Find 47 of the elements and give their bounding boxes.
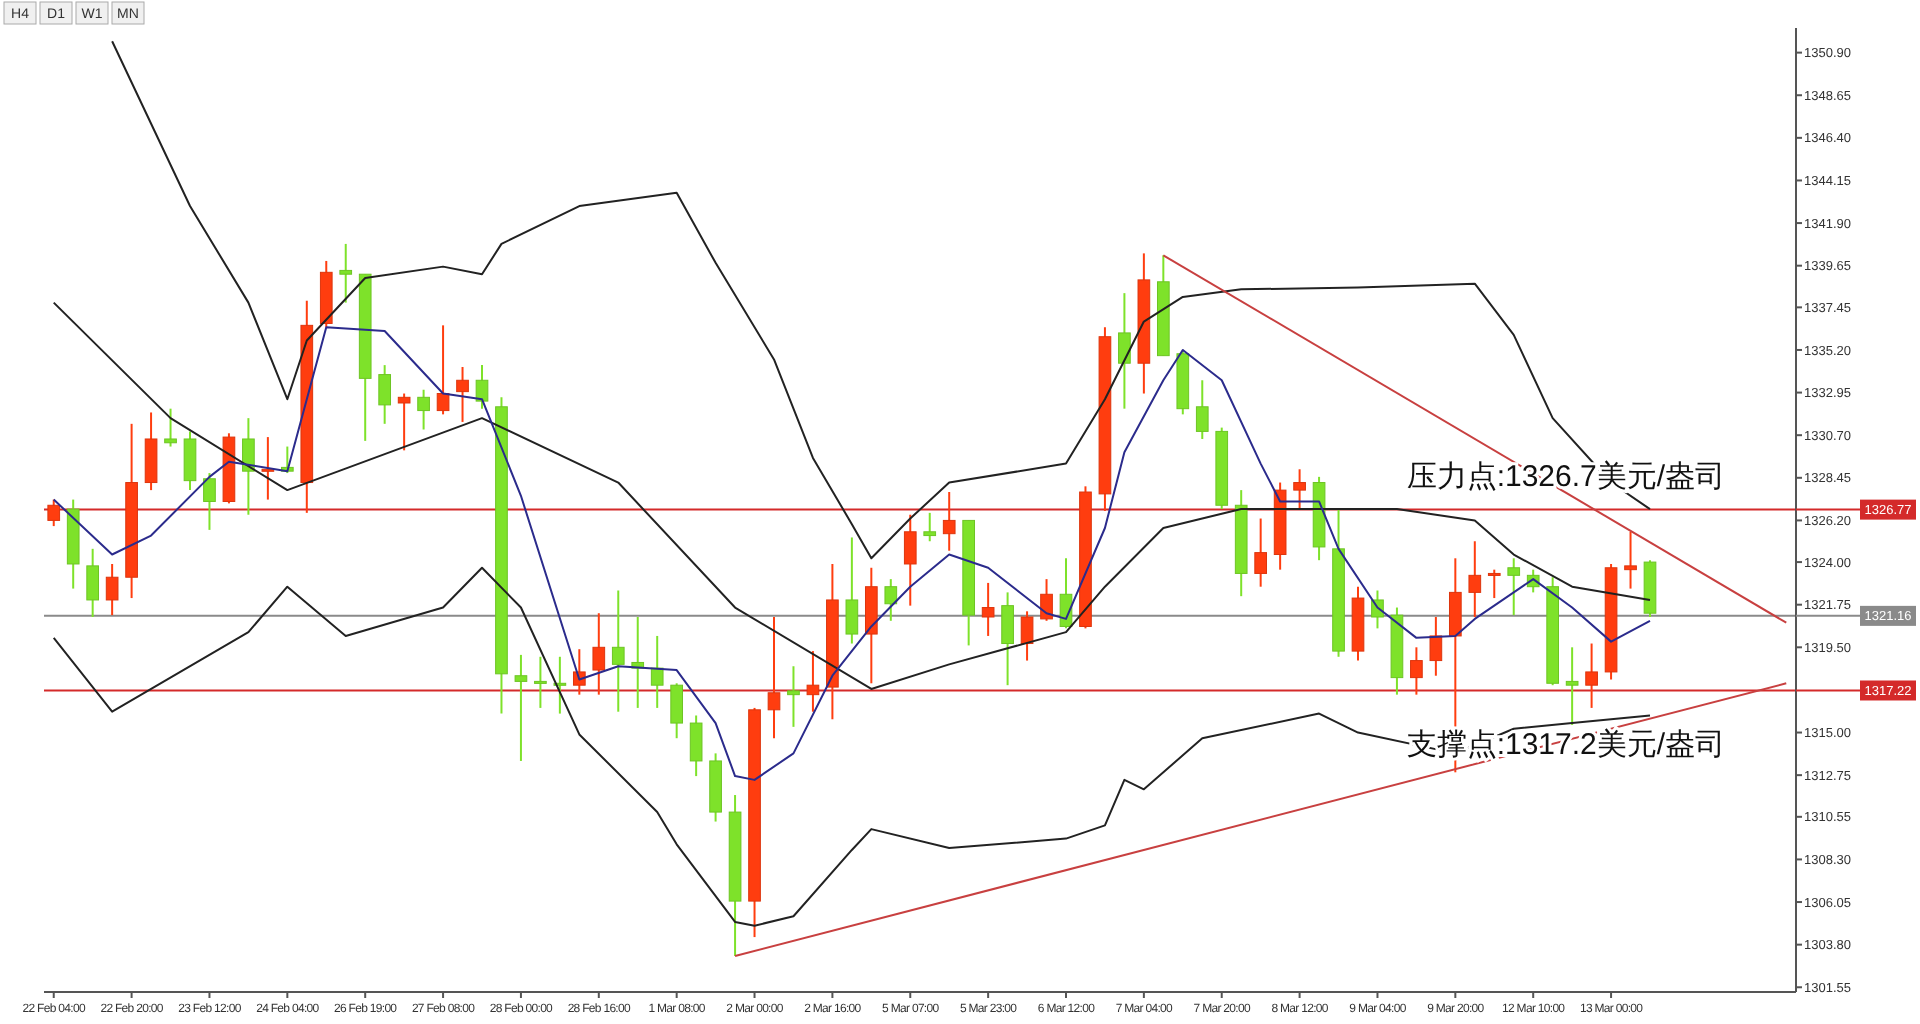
candlestick — [144, 411, 158, 492]
candlestick — [339, 242, 353, 304]
candlestick — [884, 578, 898, 622]
candlestick — [787, 665, 800, 728]
candlestick — [436, 324, 450, 416]
candlestick — [1410, 646, 1423, 696]
candlestick — [689, 714, 703, 778]
candlestick — [417, 388, 430, 431]
candlestick — [1585, 642, 1598, 709]
candlestick — [806, 650, 820, 713]
candlestick — [903, 513, 917, 607]
candlestick — [845, 536, 859, 645]
candlestick — [105, 562, 119, 617]
candlestick — [47, 498, 61, 528]
candlestick — [1040, 578, 1053, 622]
candlestick — [1624, 530, 1637, 590]
candlestick — [1565, 646, 1579, 726]
candlestick — [1293, 468, 1306, 511]
candlestick — [670, 682, 684, 740]
candlestick — [397, 392, 411, 452]
candlestick — [650, 634, 664, 709]
candlestick — [164, 407, 177, 448]
candlestick — [1001, 591, 1014, 687]
candlestick — [611, 589, 625, 713]
candlestick — [1118, 292, 1131, 410]
candlestick — [981, 581, 995, 637]
candlestick — [203, 472, 216, 531]
candlestick — [1507, 557, 1521, 617]
candlestick — [261, 436, 275, 501]
candlestick — [1487, 568, 1501, 600]
candlestick — [864, 566, 878, 685]
candlestick — [534, 655, 547, 709]
candlestick — [767, 616, 781, 740]
candlestick — [242, 417, 255, 516]
candlestick — [1468, 540, 1482, 619]
candlestick — [514, 653, 528, 762]
candlestick — [1020, 610, 1034, 662]
candlestick — [942, 491, 956, 552]
candlestick — [592, 612, 606, 696]
candlestick — [1254, 517, 1268, 588]
candlestick — [1195, 379, 1209, 440]
candlestick — [1429, 616, 1443, 677]
candlestick — [923, 511, 937, 543]
candlestick — [86, 547, 100, 619]
candlestick — [183, 430, 197, 492]
candlestick — [456, 366, 469, 423]
candlestick — [378, 364, 392, 425]
